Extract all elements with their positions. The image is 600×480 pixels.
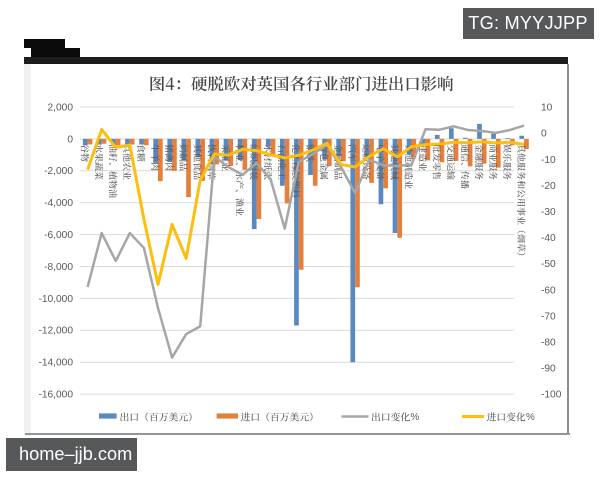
svg-text:-30: -30 [541, 207, 556, 218]
svg-text:-2,000: -2,000 [44, 166, 73, 177]
svg-text:-20: -20 [541, 181, 556, 192]
svg-text:-10: -10 [541, 155, 556, 166]
svg-text:-12,000: -12,000 [38, 326, 73, 337]
svg-text:2,000: 2,000 [48, 102, 74, 113]
svg-text:-60: -60 [541, 285, 556, 296]
svg-text:-14,000: -14,000 [38, 358, 73, 369]
svg-text:10: 10 [541, 103, 553, 114]
svg-text:-6,000: -6,000 [44, 230, 73, 241]
svg-text:0: 0 [67, 134, 73, 145]
svg-text:-70: -70 [541, 311, 556, 322]
svg-text:-80: -80 [541, 338, 556, 349]
svg-text:0: 0 [541, 129, 547, 140]
svg-text:-90: -90 [541, 364, 556, 375]
svg-text:-8,000: -8,000 [44, 262, 73, 273]
svg-text:-50: -50 [541, 259, 556, 270]
svg-text:-40: -40 [541, 233, 556, 244]
svg-text:%: % [526, 412, 535, 423]
svg-text:-100: -100 [541, 390, 562, 401]
svg-text:-4,000: -4,000 [44, 198, 73, 209]
svg-text:%: % [411, 412, 420, 423]
svg-text:-10,000: -10,000 [38, 294, 73, 305]
svg-text:-16,000: -16,000 [38, 390, 73, 401]
